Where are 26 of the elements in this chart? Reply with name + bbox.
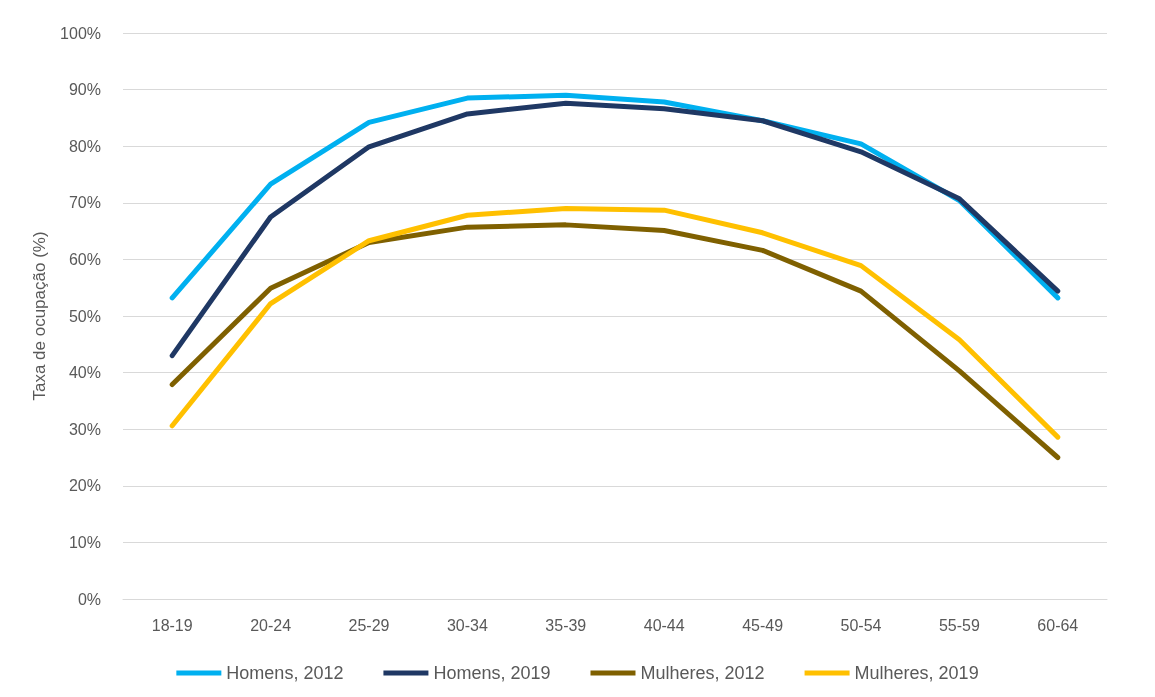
y-tick-label: 0% xyxy=(77,590,101,608)
y-tick-label: 20% xyxy=(68,477,101,495)
x-tick-label: 18-19 xyxy=(151,616,193,634)
x-tick-label: 55-59 xyxy=(938,616,980,634)
x-tick-label: 60-64 xyxy=(1037,616,1079,634)
x-tick-label: 45-49 xyxy=(742,616,784,634)
y-tick-label: 70% xyxy=(68,194,101,212)
legend-label: Homens, 2019 xyxy=(433,663,551,683)
y-tick-label: 30% xyxy=(68,420,101,438)
x-tick-label: 40-44 xyxy=(643,616,685,634)
x-tick-label: 35-39 xyxy=(545,616,587,634)
y-tick-label: 50% xyxy=(68,307,101,325)
legend-label: Homens, 2012 xyxy=(226,663,344,683)
y-tick-label: 10% xyxy=(68,533,101,551)
x-tick-label: 20-24 xyxy=(250,616,292,634)
y-tick-label: 100% xyxy=(60,24,101,42)
x-tick-label: 25-29 xyxy=(348,616,390,634)
y-tick-label: 60% xyxy=(68,250,101,268)
y-axis-title: Taxa de ocupação (%) xyxy=(30,231,49,401)
y-tick-label: 40% xyxy=(68,364,101,382)
x-tick-label: 30-34 xyxy=(446,616,488,634)
y-tick-label: 90% xyxy=(68,81,101,99)
x-tick-label: 50-54 xyxy=(840,616,882,634)
y-tick-label: 80% xyxy=(68,137,101,155)
legend-label: Mulheres, 2012 xyxy=(640,663,765,683)
legend-label: Mulheres, 2019 xyxy=(854,663,979,683)
